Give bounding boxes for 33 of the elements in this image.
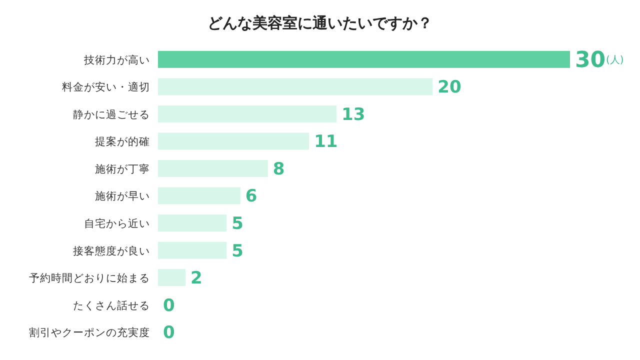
data-label: 30 xyxy=(575,48,606,74)
chart-title: どんな美容室に通いたいですか？ xyxy=(206,13,434,34)
y-tick-label: 自宅から近い xyxy=(84,217,150,230)
bar xyxy=(158,269,186,286)
data-label: 5 xyxy=(232,214,244,234)
bar xyxy=(158,214,227,232)
text: (人) xyxy=(606,54,624,66)
y-tick-label: 施術が丁寧 xyxy=(95,162,150,176)
y-tick-label: たくさん話せる xyxy=(73,298,150,312)
y-tick-label: 割引やクーポンの充実度 xyxy=(29,326,150,340)
bar xyxy=(158,50,570,68)
data-label: 5 xyxy=(232,241,244,262)
bar xyxy=(158,105,337,122)
y-tick-label: 予約時間どおりに始まる xyxy=(29,272,150,285)
y-tick-label: 接客態度が良い xyxy=(73,244,150,258)
bar xyxy=(158,78,433,96)
data-label: 0 xyxy=(163,323,175,344)
y-tick-label: 技術力が高い xyxy=(83,53,150,66)
data-label: 13 xyxy=(342,104,366,125)
bar xyxy=(158,132,310,150)
data-label: 2 xyxy=(190,268,202,289)
data-label: 8 xyxy=(272,159,285,180)
y-tick-label: 料金が安い・適切 xyxy=(62,80,150,94)
data-label: 20 xyxy=(438,78,462,98)
data-label: 6 xyxy=(245,186,258,207)
data-label: 11 xyxy=(314,132,338,152)
y-tick-label: 提案が的確 xyxy=(95,135,150,148)
data-label: 0 xyxy=(163,296,175,316)
bar xyxy=(158,242,227,259)
y-tick-label: 静かに過ごせる xyxy=(73,108,150,121)
bar xyxy=(158,187,240,204)
bar xyxy=(158,160,268,177)
y-tick-label: 施術が早い xyxy=(95,190,150,203)
